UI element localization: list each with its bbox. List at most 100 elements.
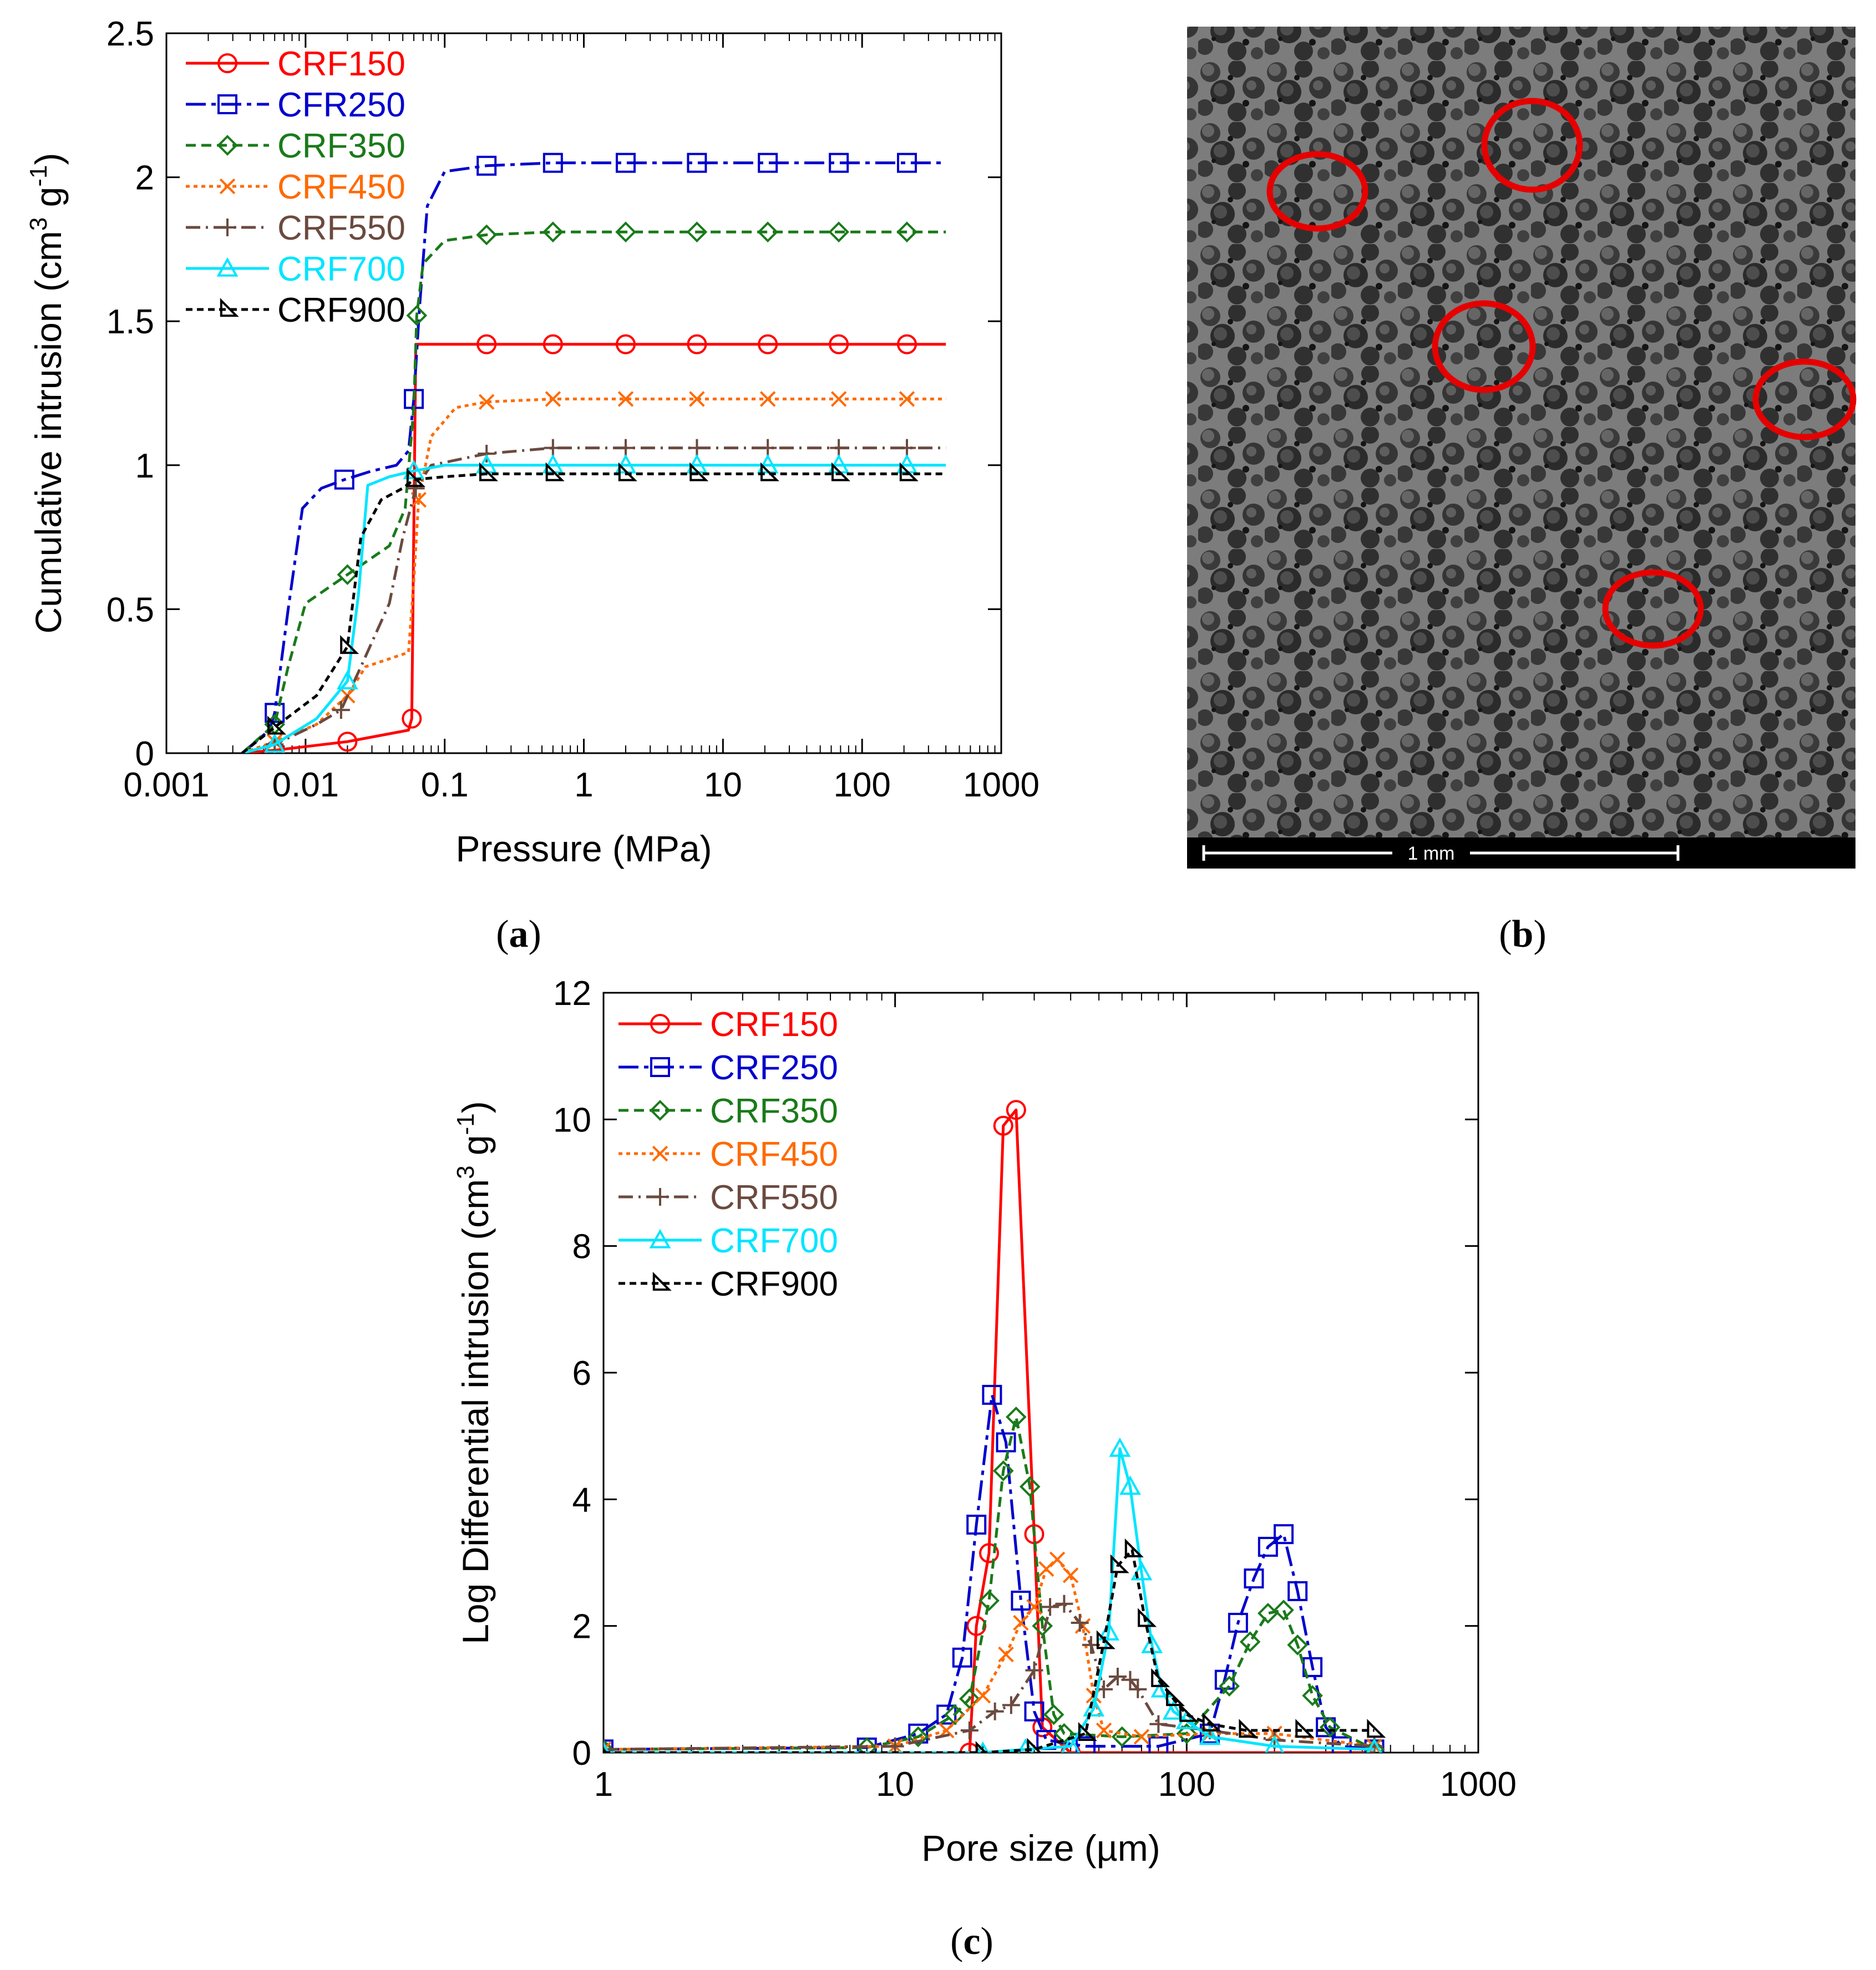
legend-label: CRF700	[277, 250, 405, 288]
data-point-marker	[758, 334, 778, 354]
x-tick-label: 100	[833, 766, 890, 804]
legend: CRF150CFR250CRF350CRF450CRF550CRF700CRF9…	[186, 45, 405, 329]
series-crf550	[241, 439, 946, 753]
series-line-crf550	[241, 446, 946, 753]
data-point-marker	[1055, 1595, 1073, 1613]
series-crf450	[241, 391, 946, 753]
data-point-marker	[1006, 1100, 1026, 1120]
data-point-marker	[1098, 1621, 1120, 1641]
data-point-marker	[998, 1646, 1014, 1663]
legend-label: CRF900	[710, 1265, 838, 1303]
data-point-marker	[760, 462, 779, 481]
data-point-marker	[1331, 1736, 1352, 1753]
data-point-marker	[1149, 1715, 1168, 1733]
series-crf550	[604, 1595, 1383, 1753]
data-point-marker	[689, 462, 709, 481]
data-point-marker	[1166, 1687, 1185, 1707]
data-point-marker	[959, 1688, 980, 1709]
y-tick-label: 1.5	[107, 303, 154, 341]
highlight-circle-2	[1481, 98, 1583, 193]
data-point-marker	[1110, 1554, 1129, 1573]
data-point-marker	[1121, 1671, 1139, 1689]
series-crf900	[241, 462, 946, 753]
panel-label-b: (b)	[1499, 913, 1547, 956]
data-point-marker	[545, 462, 565, 481]
x-tick-label: 1	[594, 1765, 613, 1804]
highlight-circle-1	[1266, 151, 1368, 232]
data-point-marker	[479, 462, 499, 481]
data-point-marker	[337, 564, 358, 585]
data-point-marker	[982, 1384, 1002, 1405]
data-point-marker	[1053, 1723, 1075, 1744]
y-tick-label: 8	[572, 1228, 591, 1266]
sem-micrograph	[1187, 27, 1855, 837]
legend-marker	[217, 53, 237, 73]
series-crf350	[604, 1407, 1385, 1753]
data-point-marker	[616, 153, 636, 173]
data-point-marker	[1026, 1599, 1042, 1615]
data-point-marker	[896, 221, 917, 243]
data-point-marker	[1024, 1701, 1045, 1722]
data-point-marker	[407, 479, 425, 497]
series-line-crf900	[604, 1548, 1375, 1753]
data-point-marker	[1295, 1719, 1315, 1738]
legend: CRF150 CRF250 CRF350 CRF450 CRF550 CRF700 CRF9…	[618, 1006, 838, 1303]
series-line-crf150	[242, 343, 946, 753]
data-point-marker	[1061, 1735, 1081, 1753]
data-point-marker	[618, 462, 637, 481]
data-point-marker	[265, 703, 285, 723]
data-point-marker	[1109, 1437, 1131, 1457]
data-point-marker	[1027, 1738, 1042, 1753]
legend-label: CRF550	[710, 1179, 838, 1217]
x-axis-title: Pressure (MPa)	[455, 828, 712, 869]
y-tick-label: 1	[135, 447, 154, 485]
data-point-marker	[1244, 1568, 1264, 1589]
data-point-marker	[830, 391, 847, 407]
x-tick-label: 1000	[1440, 1765, 1517, 1804]
data-point-marker	[337, 732, 358, 752]
y-tick-label: 0.5	[107, 591, 154, 629]
x-tick-label: 1000	[963, 766, 1040, 804]
y-tick-label: 6	[572, 1354, 591, 1393]
data-point-marker	[979, 1543, 1000, 1563]
data-point-marker	[856, 1737, 878, 1753]
legend-marker	[649, 1228, 671, 1248]
data-point-marker	[996, 1432, 1016, 1453]
data-point-marker	[975, 1741, 987, 1753]
highlight-circle-4	[1752, 358, 1857, 440]
data-point-marker	[1258, 1536, 1278, 1557]
data-point-marker	[1302, 1685, 1323, 1707]
x-tick-label: 100	[1158, 1765, 1215, 1804]
chart-a-cumulative-intrusion: 0.001 0.01 0.1 1 10 100 1000 0 0.5 1 1.5 2 2.5 Pressu…	[25, 15, 1040, 869]
data-point-marker	[406, 468, 425, 487]
data-point-marker	[1176, 1723, 1198, 1744]
data-point-marker	[688, 439, 706, 457]
y-tick-label: 2.5	[107, 15, 154, 53]
scale-bar-label: 1 mm	[1408, 843, 1455, 864]
y-axis-title: Log Differential intrusion (cm3 g-1)	[452, 1101, 496, 1644]
data-point-marker	[759, 391, 776, 407]
series-line-crf550	[604, 1602, 1375, 1751]
legend-label: CRF150	[710, 1006, 838, 1044]
y-tick-label: 4	[572, 1481, 591, 1519]
data-point-marker	[604, 1739, 614, 1753]
x-tick-label: 1	[574, 766, 593, 804]
data-point-marker	[604, 1740, 612, 1753]
data-point-marker	[757, 221, 778, 243]
data-point-marker	[1005, 1407, 1027, 1428]
y-tick-label: 10	[553, 1101, 591, 1139]
data-point-marker	[898, 439, 916, 457]
data-point-marker	[896, 153, 917, 173]
x-tick-label: 10	[876, 1765, 914, 1804]
chart-c-log-differential-intrusion: 1 10 100 1000 0 2 4 6 8 10 12 Pore size (µm) Log Dif…	[452, 974, 1517, 1869]
data-point-marker	[1162, 1700, 1184, 1720]
data-point-marker	[604, 1741, 612, 1753]
data-point-marker	[1041, 1598, 1059, 1616]
series-line-crf900	[241, 472, 946, 753]
series-line-crf350	[604, 1415, 1375, 1751]
data-point-marker	[1367, 1719, 1386, 1738]
panel-label-c: (c)	[950, 1920, 993, 1963]
data-point-marker	[1319, 1717, 1341, 1738]
series-crf150	[242, 334, 946, 753]
